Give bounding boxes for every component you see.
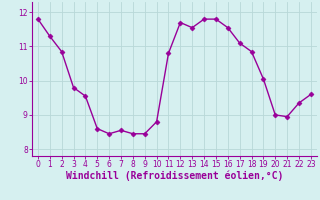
X-axis label: Windchill (Refroidissement éolien,°C): Windchill (Refroidissement éolien,°C) — [66, 171, 283, 181]
